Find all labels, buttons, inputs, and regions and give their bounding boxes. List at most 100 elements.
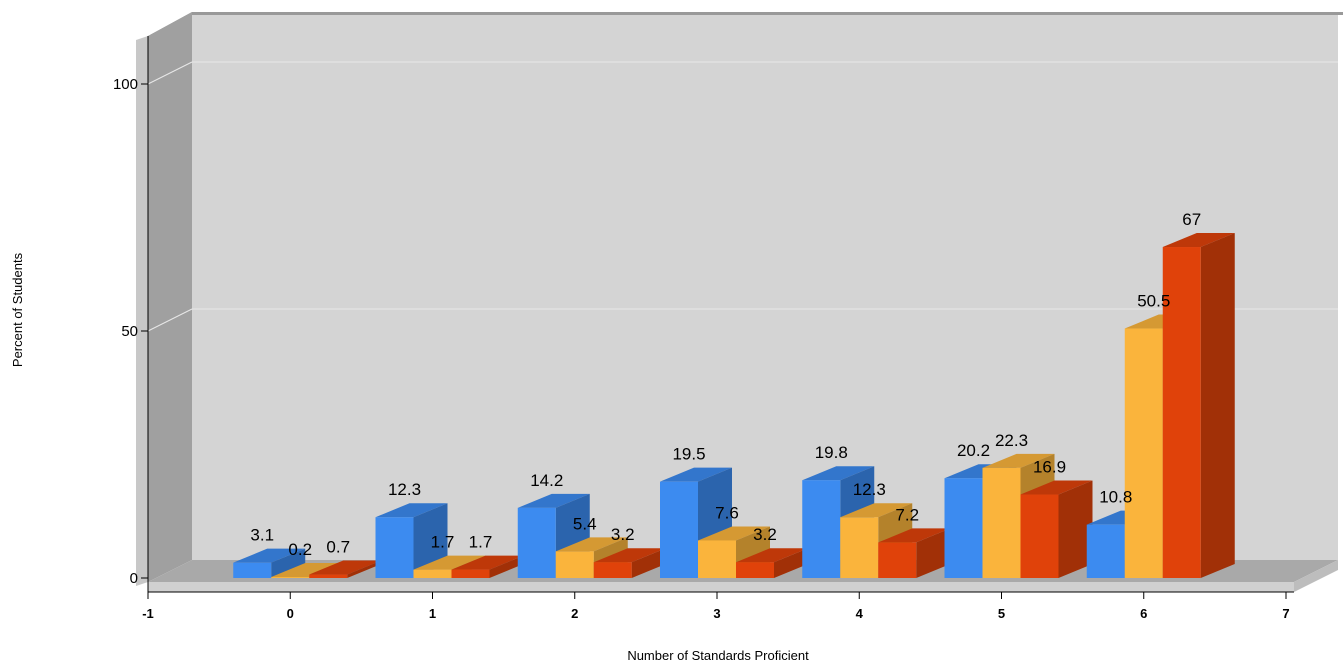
bars <box>233 233 1235 578</box>
data-label: 1.7 <box>469 533 493 552</box>
left-wall-edge <box>136 36 148 586</box>
data-label: 5.4 <box>573 514 597 533</box>
bar-top <box>1162 233 1235 248</box>
bar-front <box>1124 328 1163 578</box>
x-tick-label: 3 <box>713 606 720 621</box>
data-label: 19.5 <box>672 445 705 464</box>
data-label: 3.1 <box>250 526 274 545</box>
data-label: 1.7 <box>431 533 455 552</box>
bar-side <box>774 548 808 578</box>
bar-top <box>736 548 808 563</box>
bar-top <box>555 537 628 552</box>
data-label: 19.8 <box>815 443 848 462</box>
bar-front <box>593 562 632 578</box>
bar-side <box>347 560 382 578</box>
bar-top <box>982 453 1055 468</box>
x-tick-label: 7 <box>1282 606 1289 621</box>
bar-top <box>698 526 770 541</box>
y-tick-label: 100 <box>113 76 138 93</box>
bar-top <box>593 548 666 563</box>
x-tick-label: 2 <box>571 606 578 621</box>
bar-side <box>1200 233 1235 578</box>
bar-top <box>660 467 732 482</box>
x-tick-label: 1 <box>429 606 436 621</box>
grid-line <box>147 308 193 332</box>
x-axis: -1 0 1 2 3 4 5 6 7 <box>142 592 1290 621</box>
bar-front <box>698 540 736 578</box>
bar-front <box>944 478 983 578</box>
bar <box>736 548 808 578</box>
x-tick-label: 0 <box>287 606 294 621</box>
y-axis-title: Percent of Students <box>10 252 25 367</box>
bar-front <box>1162 247 1201 578</box>
data-label: 0.2 <box>288 540 312 559</box>
bar-side <box>916 528 951 578</box>
bar-top <box>840 503 913 518</box>
bar-top <box>802 466 875 481</box>
bar-front <box>802 480 841 578</box>
grid <box>147 61 1338 332</box>
bar-top <box>375 503 448 518</box>
bar-side <box>631 548 666 578</box>
data-label: 16.9 <box>1033 458 1066 477</box>
x-tick-label: 6 <box>1140 606 1147 621</box>
bar-top <box>309 560 382 575</box>
y-tick-label: 50 <box>121 323 138 340</box>
bar-front <box>451 569 490 578</box>
bar-top <box>451 555 524 570</box>
data-label: 67 <box>1182 210 1201 229</box>
bar-top <box>233 548 306 563</box>
bar-front <box>309 574 348 578</box>
bar-top <box>878 528 951 543</box>
left-wall <box>148 12 192 582</box>
data-label: 7.2 <box>895 505 919 524</box>
data-label: 14.2 <box>530 471 563 490</box>
bar-top <box>1020 480 1093 495</box>
bar <box>878 528 951 578</box>
data-label: 10.8 <box>1099 488 1132 507</box>
bar <box>698 526 770 578</box>
bar-front <box>736 562 774 578</box>
bar <box>233 548 306 578</box>
data-label: 12.3 <box>853 480 886 499</box>
bar-front <box>517 507 556 578</box>
data-label: 20.2 <box>957 441 990 460</box>
bar-front <box>1086 524 1125 578</box>
bar-front <box>375 517 414 578</box>
bar <box>451 555 524 578</box>
bar-front <box>840 517 879 578</box>
data-label: 50.5 <box>1137 292 1170 311</box>
bar-side <box>489 555 524 578</box>
bar <box>309 560 382 578</box>
y-axis: 0 50 100 <box>113 76 148 587</box>
x-axis-title: Number of Standards Proficient <box>627 648 809 663</box>
bar-front <box>660 481 698 578</box>
data-label: 7.6 <box>715 503 739 522</box>
data-label: 3.2 <box>611 525 635 544</box>
back-wall <box>192 12 1338 560</box>
bar-top <box>413 555 486 570</box>
bar-front <box>271 577 310 578</box>
bar-front <box>413 569 452 578</box>
data-label: 22.3 <box>995 431 1028 450</box>
data-label: 3.2 <box>753 525 777 544</box>
bar-side <box>271 548 306 578</box>
bar <box>1162 233 1235 578</box>
bar-front <box>233 562 272 578</box>
bar-side <box>1058 480 1093 578</box>
bar-front <box>555 551 594 578</box>
x-tick-label: -1 <box>142 606 154 621</box>
x-tick-label: 5 <box>998 606 1005 621</box>
bar-top <box>271 563 344 578</box>
bar-front <box>878 542 917 578</box>
x-tick-label: 4 <box>856 606 864 621</box>
bar-top <box>517 493 590 508</box>
bar <box>1020 480 1093 578</box>
data-label: 12.3 <box>388 480 421 499</box>
y-tick-label: 0 <box>130 570 138 587</box>
bar-front <box>1020 494 1059 578</box>
grid-line <box>147 61 193 85</box>
back-wall-rim <box>148 12 1343 39</box>
bar-front <box>982 467 1021 578</box>
